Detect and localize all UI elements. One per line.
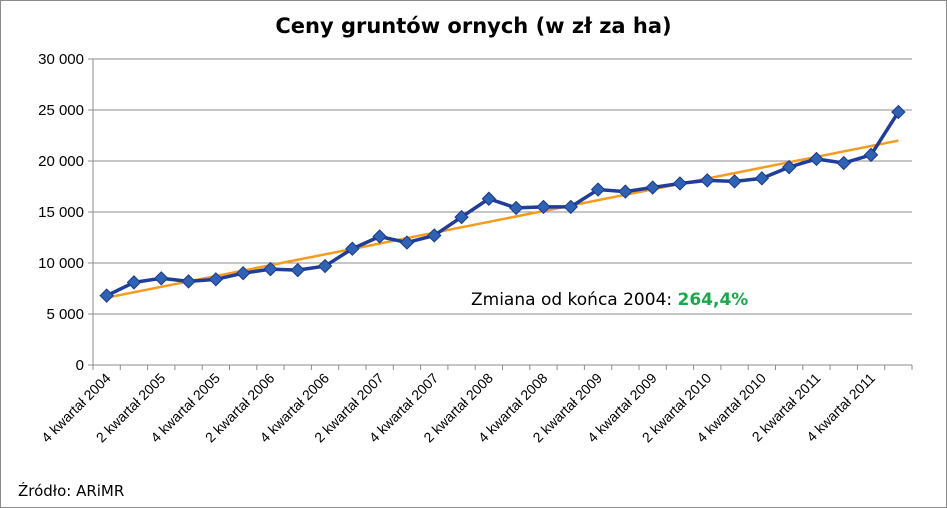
y-tick-label: 10 000	[38, 255, 84, 272]
axes	[88, 58, 913, 370]
gridlines	[93, 58, 912, 315]
data-point	[481, 191, 497, 206]
data-point	[99, 288, 114, 303]
series-line	[105, 111, 900, 298]
y-tick-label: 30 000	[38, 51, 84, 68]
data-point	[126, 275, 142, 290]
data-point	[181, 274, 196, 289]
data-point	[399, 235, 415, 250]
annotation-value: 264,4%	[677, 290, 749, 310]
data-point	[372, 229, 387, 244]
data-point	[672, 176, 688, 191]
y-axis-ticks: 0 5 000 10 000 15 000 20 000 25 000 30 000	[38, 51, 84, 374]
annotation-text: Zmiana od końca 2004:	[471, 290, 678, 310]
data-point	[781, 159, 797, 175]
change-annotation: Zmiana od końca 2004: 264,4%	[471, 290, 748, 310]
y-tick-label: 15 000	[38, 204, 84, 221]
data-point	[754, 171, 770, 186]
data-point	[290, 262, 305, 278]
trendline-group	[106, 139, 899, 299]
data-point	[645, 180, 660, 195]
data-point	[700, 173, 715, 188]
data-point	[618, 184, 633, 199]
y-tick-label: 5 000	[46, 306, 84, 323]
chart-title: Ceny gruntów ornych (w zł za ha)	[275, 14, 672, 38]
trendline	[106, 139, 899, 299]
data-point	[454, 209, 469, 225]
data-point	[563, 199, 578, 215]
data-point	[345, 241, 360, 256]
data-point	[317, 258, 333, 274]
data-point	[891, 104, 906, 120]
data-point	[235, 265, 251, 281]
series-group	[99, 104, 906, 303]
data-point	[590, 182, 606, 197]
data-point	[427, 228, 442, 243]
data-point	[727, 174, 742, 189]
data-point	[536, 199, 551, 215]
source-note: Źródło: ARiMR	[18, 482, 125, 500]
data-point	[836, 155, 851, 171]
data-point	[208, 272, 224, 287]
y-tick-label: 20 000	[38, 153, 84, 170]
data-point	[863, 147, 879, 163]
data-point	[154, 271, 169, 286]
data-point	[263, 261, 278, 277]
y-tick-label: 25 000	[38, 102, 84, 119]
y-tick-label: 0	[76, 357, 84, 374]
data-point	[809, 151, 824, 167]
data-point	[508, 200, 524, 216]
